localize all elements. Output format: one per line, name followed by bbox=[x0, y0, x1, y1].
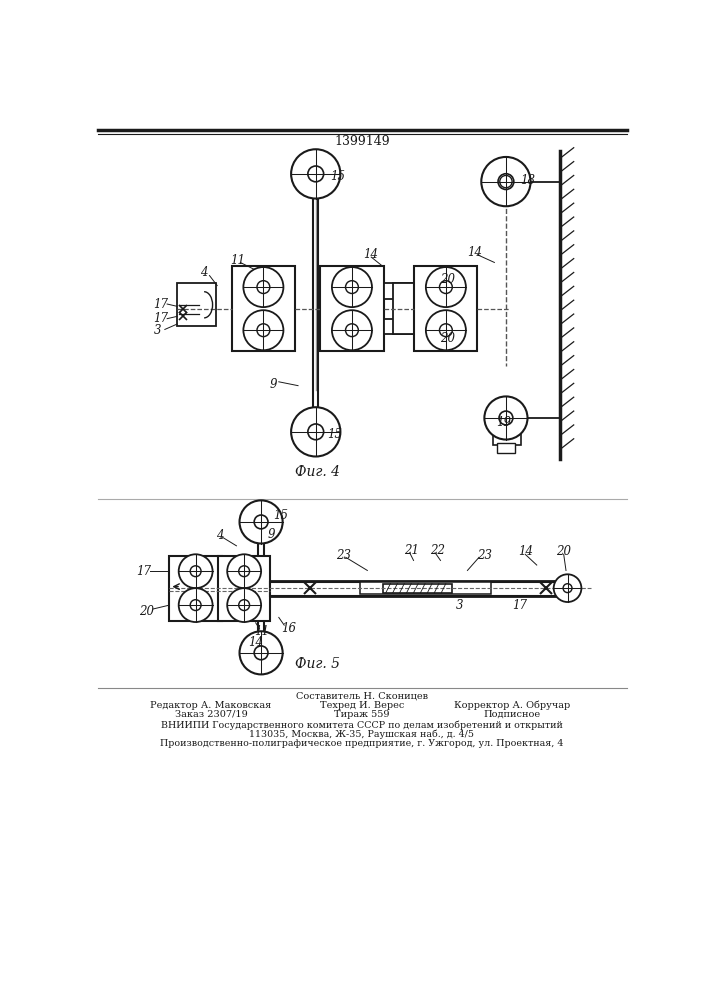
Text: 17: 17 bbox=[136, 565, 151, 578]
Bar bbox=[270, 582, 568, 596]
Text: 1399149: 1399149 bbox=[334, 135, 390, 148]
Text: 11: 11 bbox=[230, 254, 245, 267]
Text: 3: 3 bbox=[154, 324, 162, 337]
Text: 14: 14 bbox=[467, 246, 482, 259]
Circle shape bbox=[243, 267, 284, 307]
Circle shape bbox=[239, 600, 250, 611]
Circle shape bbox=[240, 631, 283, 674]
Text: 23: 23 bbox=[477, 549, 493, 562]
Text: 18: 18 bbox=[520, 174, 534, 187]
Bar bbox=[497, 443, 515, 453]
Circle shape bbox=[257, 324, 270, 337]
Text: 14: 14 bbox=[363, 248, 378, 261]
Text: 9: 9 bbox=[267, 528, 275, 541]
Bar bbox=[493, 428, 520, 445]
Text: 15: 15 bbox=[327, 428, 342, 441]
Text: 17: 17 bbox=[153, 298, 168, 311]
Bar bbox=[385, 319, 437, 334]
Bar bbox=[382, 584, 452, 593]
Bar bbox=[320, 266, 383, 351]
Circle shape bbox=[440, 281, 452, 293]
Text: 19: 19 bbox=[496, 416, 511, 429]
Text: 23: 23 bbox=[337, 549, 351, 562]
Text: 17: 17 bbox=[153, 312, 168, 325]
Circle shape bbox=[255, 515, 268, 529]
Text: 20: 20 bbox=[139, 605, 153, 618]
Text: 11: 11 bbox=[254, 625, 269, 638]
Circle shape bbox=[308, 166, 324, 182]
Circle shape bbox=[243, 310, 284, 350]
Text: 20: 20 bbox=[556, 545, 571, 558]
Circle shape bbox=[227, 588, 261, 622]
Text: Производственно-полиграфическое предприятие, г. Ужгород, ул. Проектная, 4: Производственно-полиграфическое предприя… bbox=[160, 739, 563, 748]
Bar bbox=[177, 283, 216, 326]
Bar bbox=[232, 266, 295, 351]
Circle shape bbox=[426, 310, 466, 350]
Text: Тираж 559: Тираж 559 bbox=[334, 710, 390, 719]
Circle shape bbox=[440, 324, 452, 337]
Circle shape bbox=[257, 281, 270, 293]
Text: Фиг. 5: Фиг. 5 bbox=[295, 657, 340, 671]
Circle shape bbox=[563, 584, 572, 593]
Circle shape bbox=[227, 554, 261, 588]
Circle shape bbox=[484, 396, 527, 440]
Text: 14: 14 bbox=[248, 636, 263, 649]
Text: 3: 3 bbox=[456, 599, 463, 612]
Circle shape bbox=[499, 411, 513, 425]
Text: Составитель Н. Сконицев: Составитель Н. Сконицев bbox=[296, 691, 428, 700]
Text: Подписное: Подписное bbox=[484, 710, 541, 719]
Circle shape bbox=[332, 267, 372, 307]
Circle shape bbox=[179, 588, 213, 622]
Text: 21: 21 bbox=[404, 544, 419, 557]
Circle shape bbox=[239, 566, 250, 577]
Text: 17: 17 bbox=[512, 599, 527, 612]
Text: 15: 15 bbox=[274, 509, 288, 522]
Text: 20: 20 bbox=[440, 273, 455, 286]
Text: Техред И. Верес: Техред И. Верес bbox=[320, 701, 404, 710]
Circle shape bbox=[308, 424, 324, 440]
Circle shape bbox=[255, 646, 268, 660]
Bar bbox=[414, 266, 477, 351]
Circle shape bbox=[179, 554, 213, 588]
Circle shape bbox=[554, 574, 581, 602]
Circle shape bbox=[332, 310, 372, 350]
Circle shape bbox=[240, 500, 283, 544]
Text: 22: 22 bbox=[431, 544, 445, 557]
Text: Редактор А. Маковская: Редактор А. Маковская bbox=[151, 701, 271, 710]
Circle shape bbox=[190, 566, 201, 577]
Bar bbox=[393, 283, 428, 334]
Bar bbox=[218, 556, 270, 620]
Text: 20: 20 bbox=[440, 332, 455, 345]
Text: 14: 14 bbox=[518, 545, 533, 558]
Circle shape bbox=[426, 267, 466, 307]
Bar bbox=[360, 582, 491, 594]
Text: Заказ 2307/19: Заказ 2307/19 bbox=[175, 710, 247, 719]
Text: ВНИИПИ Государственного комитета СССР по делам изобретений и открытий: ВНИИПИ Государственного комитета СССР по… bbox=[161, 720, 563, 730]
Text: 9: 9 bbox=[269, 378, 277, 391]
Circle shape bbox=[346, 281, 358, 293]
Text: 113035, Москва, Ж-35, Раушская наб., д. 4/5: 113035, Москва, Ж-35, Раушская наб., д. … bbox=[250, 730, 474, 739]
Circle shape bbox=[481, 157, 530, 206]
Text: 4: 4 bbox=[200, 266, 208, 279]
Text: 15: 15 bbox=[330, 170, 346, 183]
Circle shape bbox=[291, 407, 340, 456]
Text: 16: 16 bbox=[281, 622, 296, 635]
Text: 4: 4 bbox=[216, 529, 224, 542]
Circle shape bbox=[190, 600, 201, 611]
Bar bbox=[385, 283, 437, 299]
Circle shape bbox=[500, 175, 512, 188]
Bar bbox=[170, 556, 222, 620]
Circle shape bbox=[498, 174, 514, 189]
Circle shape bbox=[346, 324, 358, 337]
Circle shape bbox=[291, 149, 340, 199]
Text: Фиг. 4: Фиг. 4 bbox=[295, 465, 340, 479]
Text: Корректор А. Обручар: Корректор А. Обручар bbox=[454, 700, 571, 710]
